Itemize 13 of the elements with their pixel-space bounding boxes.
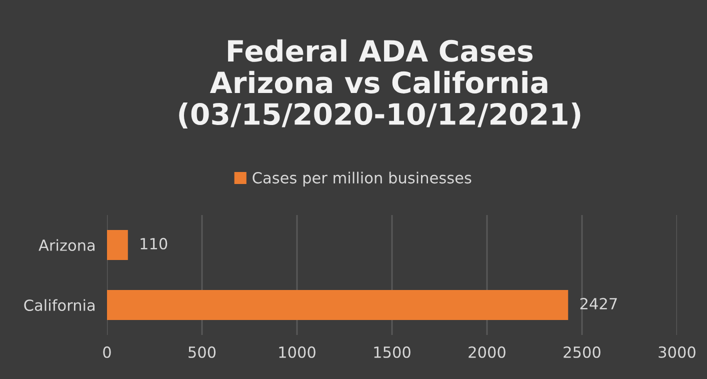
- data-label: 2427: [580, 298, 617, 310]
- chart-title: Federal ADA Cases Arizona vs California (03/15/2020-10/12/2021): [179, 39, 580, 128]
- legend-label: Cases per million businesses: [252, 172, 472, 187]
- data-label: 110: [140, 238, 168, 250]
- x-tick-label: 0: [103, 346, 111, 358]
- y-tick-label: Arizona: [38, 239, 95, 252]
- x-tick-label: 3000: [658, 346, 696, 358]
- x-tick-label: 500: [188, 346, 216, 358]
- x-tick-label: 2500: [564, 346, 600, 358]
- x-tick-label: 1000: [279, 346, 316, 358]
- x-tick-label: 1500: [374, 346, 410, 358]
- y-tick-label: California: [24, 299, 95, 312]
- x-tick-label: 2000: [468, 346, 506, 358]
